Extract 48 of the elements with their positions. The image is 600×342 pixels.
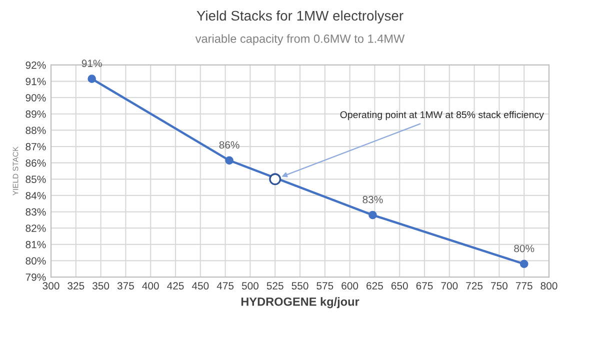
y-tick-label: 85%	[26, 176, 46, 184]
x-tick-label: 575	[316, 282, 334, 290]
x-tick-label: 750	[491, 282, 508, 290]
x-tick-label: 775	[516, 282, 532, 290]
y-tick-label: 86%	[26, 159, 46, 167]
x-tick-label: 425	[167, 282, 184, 290]
x-tick-label: 475	[216, 282, 234, 290]
x-tick-label: 600	[342, 282, 358, 290]
y-tick-label: 89%	[26, 110, 46, 118]
annotation: Operating point at 1MW at 85% stack efficiency	[340, 111, 544, 120]
point	[368, 210, 377, 220]
y-tick-label: 87%	[26, 143, 46, 150]
y-tick-label: 91%	[26, 78, 46, 86]
chart-subtitle: variable capacity from 0.6MW to 1.4MW	[195, 34, 405, 46]
point	[520, 260, 528, 268]
x-tick-label: 350	[92, 282, 110, 290]
x-tick-label: 675	[416, 282, 433, 290]
data-label: 83%	[362, 196, 383, 204]
data-label: 80%	[514, 244, 534, 252]
x-tick-label: 500	[242, 282, 258, 290]
chart-title: Yield Stacks for 1MW electrolyser	[196, 10, 404, 24]
y-tick-label: 90%	[26, 94, 46, 102]
point	[269, 173, 282, 186]
x-tick-label: 325	[68, 282, 84, 290]
y-tick-label: 88%	[26, 126, 46, 134]
y-tick-label: 79%	[26, 274, 46, 281]
x-tick-label: 300	[42, 282, 60, 290]
point	[88, 74, 96, 84]
y-tick-label: 84%	[26, 192, 46, 200]
x-tick-label: 725	[466, 282, 483, 290]
x-tick-label: 700	[441, 282, 458, 290]
point	[225, 156, 234, 165]
y-tick-label: 83%	[26, 208, 46, 216]
data-label: 86%	[219, 141, 240, 149]
x-tick-label: 450	[192, 282, 209, 290]
x-tick-label: 375	[117, 282, 134, 290]
data-label: 91%	[82, 60, 102, 68]
x-tick-label: 625	[366, 282, 383, 290]
y-tick-label: 82%	[26, 224, 46, 232]
y-tick-label: 92%	[26, 61, 46, 69]
x-tick-label: 800	[540, 282, 558, 290]
x-tick-label: 550	[292, 282, 308, 290]
y-tick-label: 81%	[26, 240, 46, 248]
y-tick-label: 80%	[26, 257, 46, 265]
x-tick-label: 400	[142, 282, 159, 290]
x-tick-label: 650	[391, 282, 408, 290]
x-axis-title: HYDROGENE kg/jour	[241, 297, 360, 308]
x-tick-label: 525	[266, 282, 284, 290]
